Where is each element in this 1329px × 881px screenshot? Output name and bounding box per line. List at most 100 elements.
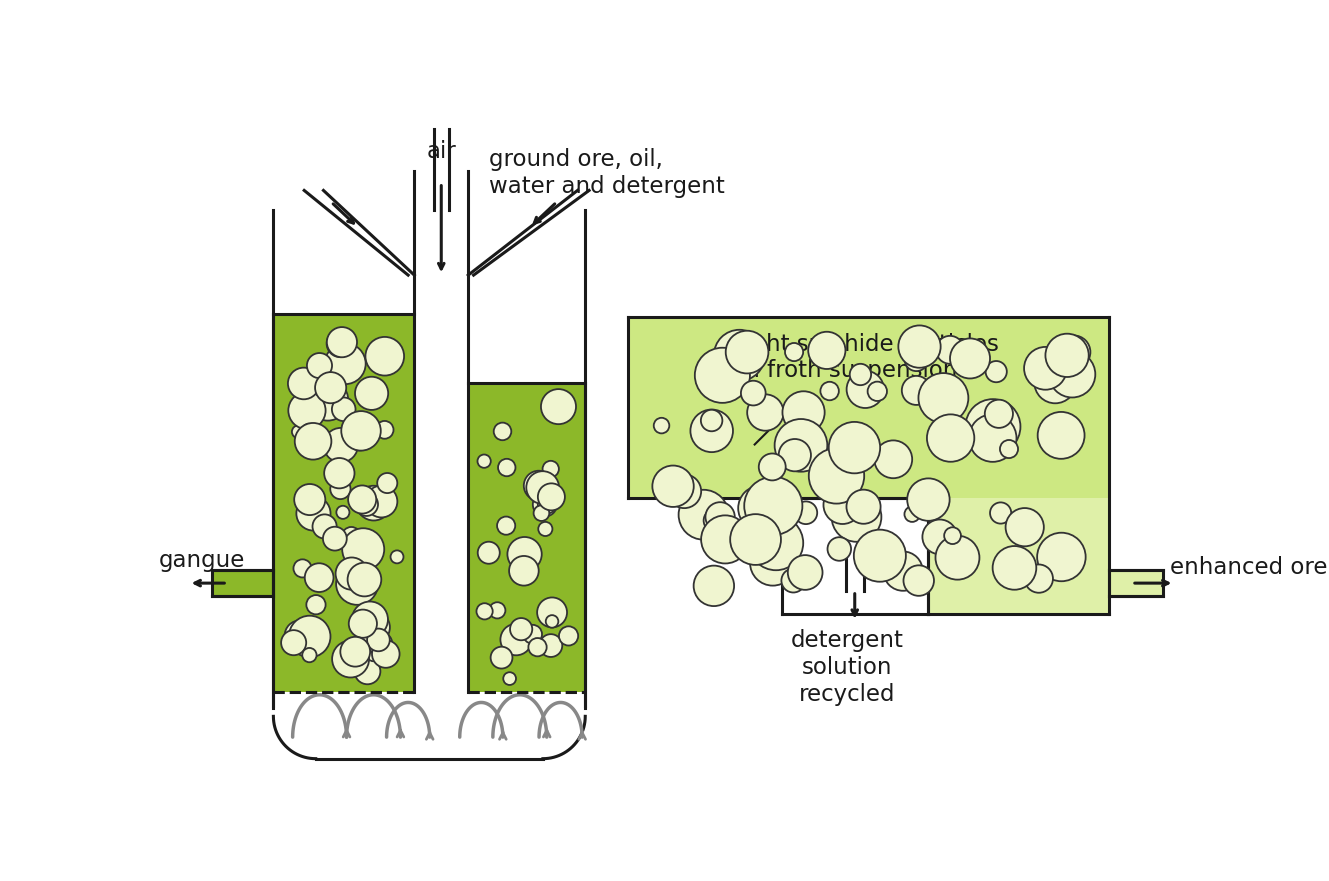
Circle shape [356, 485, 391, 521]
Circle shape [336, 558, 368, 589]
Circle shape [748, 515, 803, 570]
Circle shape [327, 329, 354, 357]
Bar [627, 317, 1108, 499]
Circle shape [372, 640, 400, 668]
Circle shape [332, 397, 356, 421]
Circle shape [905, 507, 920, 522]
Circle shape [372, 639, 385, 652]
Bar [928, 499, 1108, 614]
Circle shape [884, 552, 922, 591]
Circle shape [324, 344, 365, 384]
Circle shape [714, 329, 766, 381]
Circle shape [744, 477, 803, 535]
Circle shape [902, 376, 930, 405]
Circle shape [1034, 361, 1076, 403]
Circle shape [546, 615, 558, 628]
Circle shape [524, 625, 542, 644]
Circle shape [302, 424, 316, 437]
Circle shape [702, 515, 750, 564]
Circle shape [288, 392, 326, 429]
Circle shape [365, 337, 404, 375]
Circle shape [695, 348, 750, 403]
Circle shape [849, 364, 870, 385]
Circle shape [986, 361, 1007, 382]
Circle shape [540, 634, 562, 657]
Circle shape [323, 527, 347, 551]
Circle shape [541, 389, 575, 424]
Circle shape [508, 537, 542, 571]
Circle shape [654, 418, 670, 433]
Circle shape [936, 336, 964, 364]
Circle shape [781, 424, 827, 470]
Circle shape [498, 459, 516, 477]
Circle shape [365, 485, 397, 517]
Text: enhanced ore: enhanced ore [1171, 556, 1328, 579]
Circle shape [509, 556, 538, 586]
Circle shape [348, 485, 376, 514]
Circle shape [288, 616, 331, 657]
Circle shape [542, 461, 560, 478]
Circle shape [304, 563, 334, 592]
Circle shape [832, 492, 881, 542]
Circle shape [288, 367, 319, 399]
Circle shape [504, 672, 516, 685]
Circle shape [779, 439, 811, 471]
Circle shape [510, 618, 533, 640]
Circle shape [667, 474, 702, 508]
Circle shape [824, 486, 861, 524]
Circle shape [750, 540, 796, 586]
Circle shape [847, 371, 884, 408]
Circle shape [1037, 533, 1086, 581]
Circle shape [829, 422, 880, 473]
Bar [781, 499, 928, 614]
Circle shape [355, 492, 377, 516]
Circle shape [537, 597, 567, 627]
Circle shape [348, 610, 377, 638]
Bar [1108, 570, 1163, 596]
Bar [468, 383, 585, 692]
Circle shape [302, 648, 316, 663]
Circle shape [730, 515, 781, 565]
Circle shape [534, 506, 549, 521]
Circle shape [808, 444, 839, 475]
Bar [211, 570, 274, 596]
Circle shape [489, 603, 505, 618]
Circle shape [898, 325, 941, 367]
Circle shape [775, 419, 827, 471]
Circle shape [1006, 508, 1043, 546]
Circle shape [820, 381, 839, 400]
Circle shape [292, 426, 304, 438]
Circle shape [759, 454, 785, 480]
Circle shape [526, 471, 560, 504]
Circle shape [332, 640, 369, 677]
Circle shape [785, 343, 803, 361]
Circle shape [905, 348, 928, 371]
Circle shape [391, 551, 404, 563]
Circle shape [990, 502, 1011, 523]
Circle shape [1049, 352, 1095, 397]
Circle shape [501, 624, 532, 655]
Circle shape [999, 440, 1018, 458]
Circle shape [355, 658, 380, 685]
Circle shape [828, 537, 851, 561]
Circle shape [524, 470, 554, 500]
Circle shape [294, 559, 311, 577]
Circle shape [351, 640, 384, 673]
Circle shape [367, 628, 389, 651]
Circle shape [538, 496, 556, 514]
Circle shape [936, 536, 979, 580]
Circle shape [926, 414, 974, 462]
Circle shape [340, 637, 371, 667]
Circle shape [282, 630, 306, 655]
Circle shape [324, 458, 355, 488]
Circle shape [358, 611, 389, 644]
Circle shape [365, 644, 383, 662]
Circle shape [742, 381, 766, 405]
Circle shape [336, 506, 350, 519]
Circle shape [560, 626, 578, 646]
Circle shape [985, 400, 1013, 428]
Circle shape [1025, 565, 1053, 593]
Circle shape [348, 563, 381, 596]
Circle shape [323, 428, 358, 463]
Circle shape [853, 431, 880, 457]
